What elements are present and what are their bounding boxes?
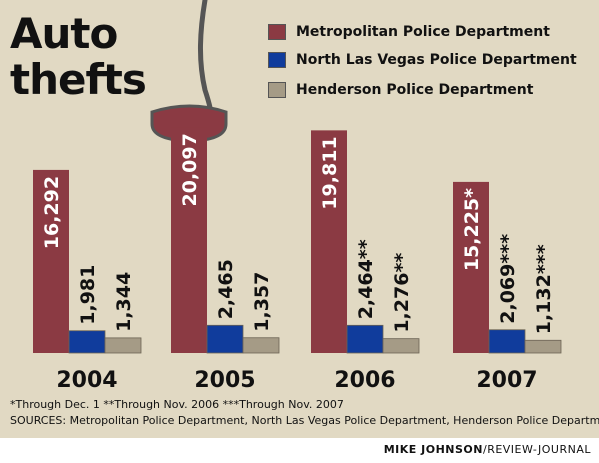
footnotes: *Through Dec. 1 **Through Nov. 2006 ***T… bbox=[10, 398, 344, 411]
bar-2006-series-3 bbox=[382, 338, 420, 354]
lasso-loop bbox=[150, 104, 228, 143]
value-label-2006-series-2: 2,464** bbox=[355, 239, 377, 319]
value-label-2004-series-1: 16,292 bbox=[41, 176, 63, 249]
legend-swatch-metro bbox=[268, 24, 286, 40]
year-label-2005: 2005 bbox=[194, 368, 255, 393]
value-label-2007-series-1: 15,225* bbox=[461, 188, 483, 271]
value-label-2007-series-3: 1,132*** bbox=[533, 244, 555, 334]
credit-name: MIKE JOHNSON bbox=[383, 443, 483, 456]
value-labels-group: 16,292 1,981 1,344 20,097 2,465 1,357 19,811 2,… bbox=[41, 133, 555, 334]
bar-2007-series-1 bbox=[453, 181, 489, 353]
bar-chart: 16,292 1,981 1,344 20,097 2,465 1,357 19,811 2,… bbox=[33, 0, 562, 393]
bar-2006-series-1 bbox=[311, 130, 347, 353]
value-label-2006-series-3: 1,276** bbox=[391, 253, 413, 333]
legend-swatch-henderson bbox=[268, 82, 286, 98]
bars-group bbox=[33, 127, 562, 354]
legend-swatch-north-las-vegas bbox=[268, 52, 286, 68]
photo-credit: MIKE JOHNSON/REVIEW-JOURNAL bbox=[384, 443, 591, 456]
value-label-2004-series-3: 1,344 bbox=[113, 272, 135, 332]
legend-label-henderson: Henderson Police Department bbox=[296, 82, 534, 98]
lasso-decoration bbox=[150, 0, 228, 143]
value-label-2004-series-2: 1,981 bbox=[77, 265, 99, 325]
bar-2004-series-2 bbox=[68, 330, 106, 354]
legend-label-metro: Metropolitan Police Department bbox=[296, 24, 550, 40]
bar-2005-series-3 bbox=[242, 337, 280, 354]
year-label-2007: 2007 bbox=[476, 368, 537, 393]
value-label-2007-series-2: 2,069*** bbox=[497, 234, 519, 324]
rope-line bbox=[198, 0, 215, 125]
chart-title-line-1: Auto bbox=[10, 9, 118, 58]
bar-2006-series-2 bbox=[346, 324, 384, 354]
value-label-2005-series-2: 2,465 bbox=[215, 259, 237, 319]
year-label-2004: 2004 bbox=[56, 368, 117, 393]
legend-label-north-las-vegas: North Las Vegas Police Department bbox=[296, 52, 577, 68]
year-label-2006: 2006 bbox=[334, 368, 395, 393]
bar-2004-series-3 bbox=[104, 337, 142, 354]
chart-title-line-2: thefts bbox=[10, 55, 147, 104]
credit-outlet: /REVIEW-JOURNAL bbox=[482, 443, 591, 456]
bar-2005-series-1 bbox=[171, 127, 207, 353]
bar-2005-series-2 bbox=[206, 324, 244, 354]
chart-panel: 16,292 1,981 1,344 20,097 2,465 1,357 19,811 2,… bbox=[0, 0, 599, 438]
year-labels-group: 2004 2005 2006 2007 bbox=[56, 368, 537, 393]
bar-2004-series-1 bbox=[33, 169, 69, 353]
bar-2007-series-2 bbox=[488, 329, 526, 354]
bar-2007-series-3 bbox=[524, 339, 562, 354]
value-label-2005-series-1: 20,097 bbox=[179, 133, 201, 206]
value-label-2005-series-3: 1,357 bbox=[251, 272, 273, 332]
sources-note: SOURCES: Metropolitan Police Department,… bbox=[10, 414, 599, 427]
value-label-2006-series-1: 19,811 bbox=[319, 136, 341, 209]
